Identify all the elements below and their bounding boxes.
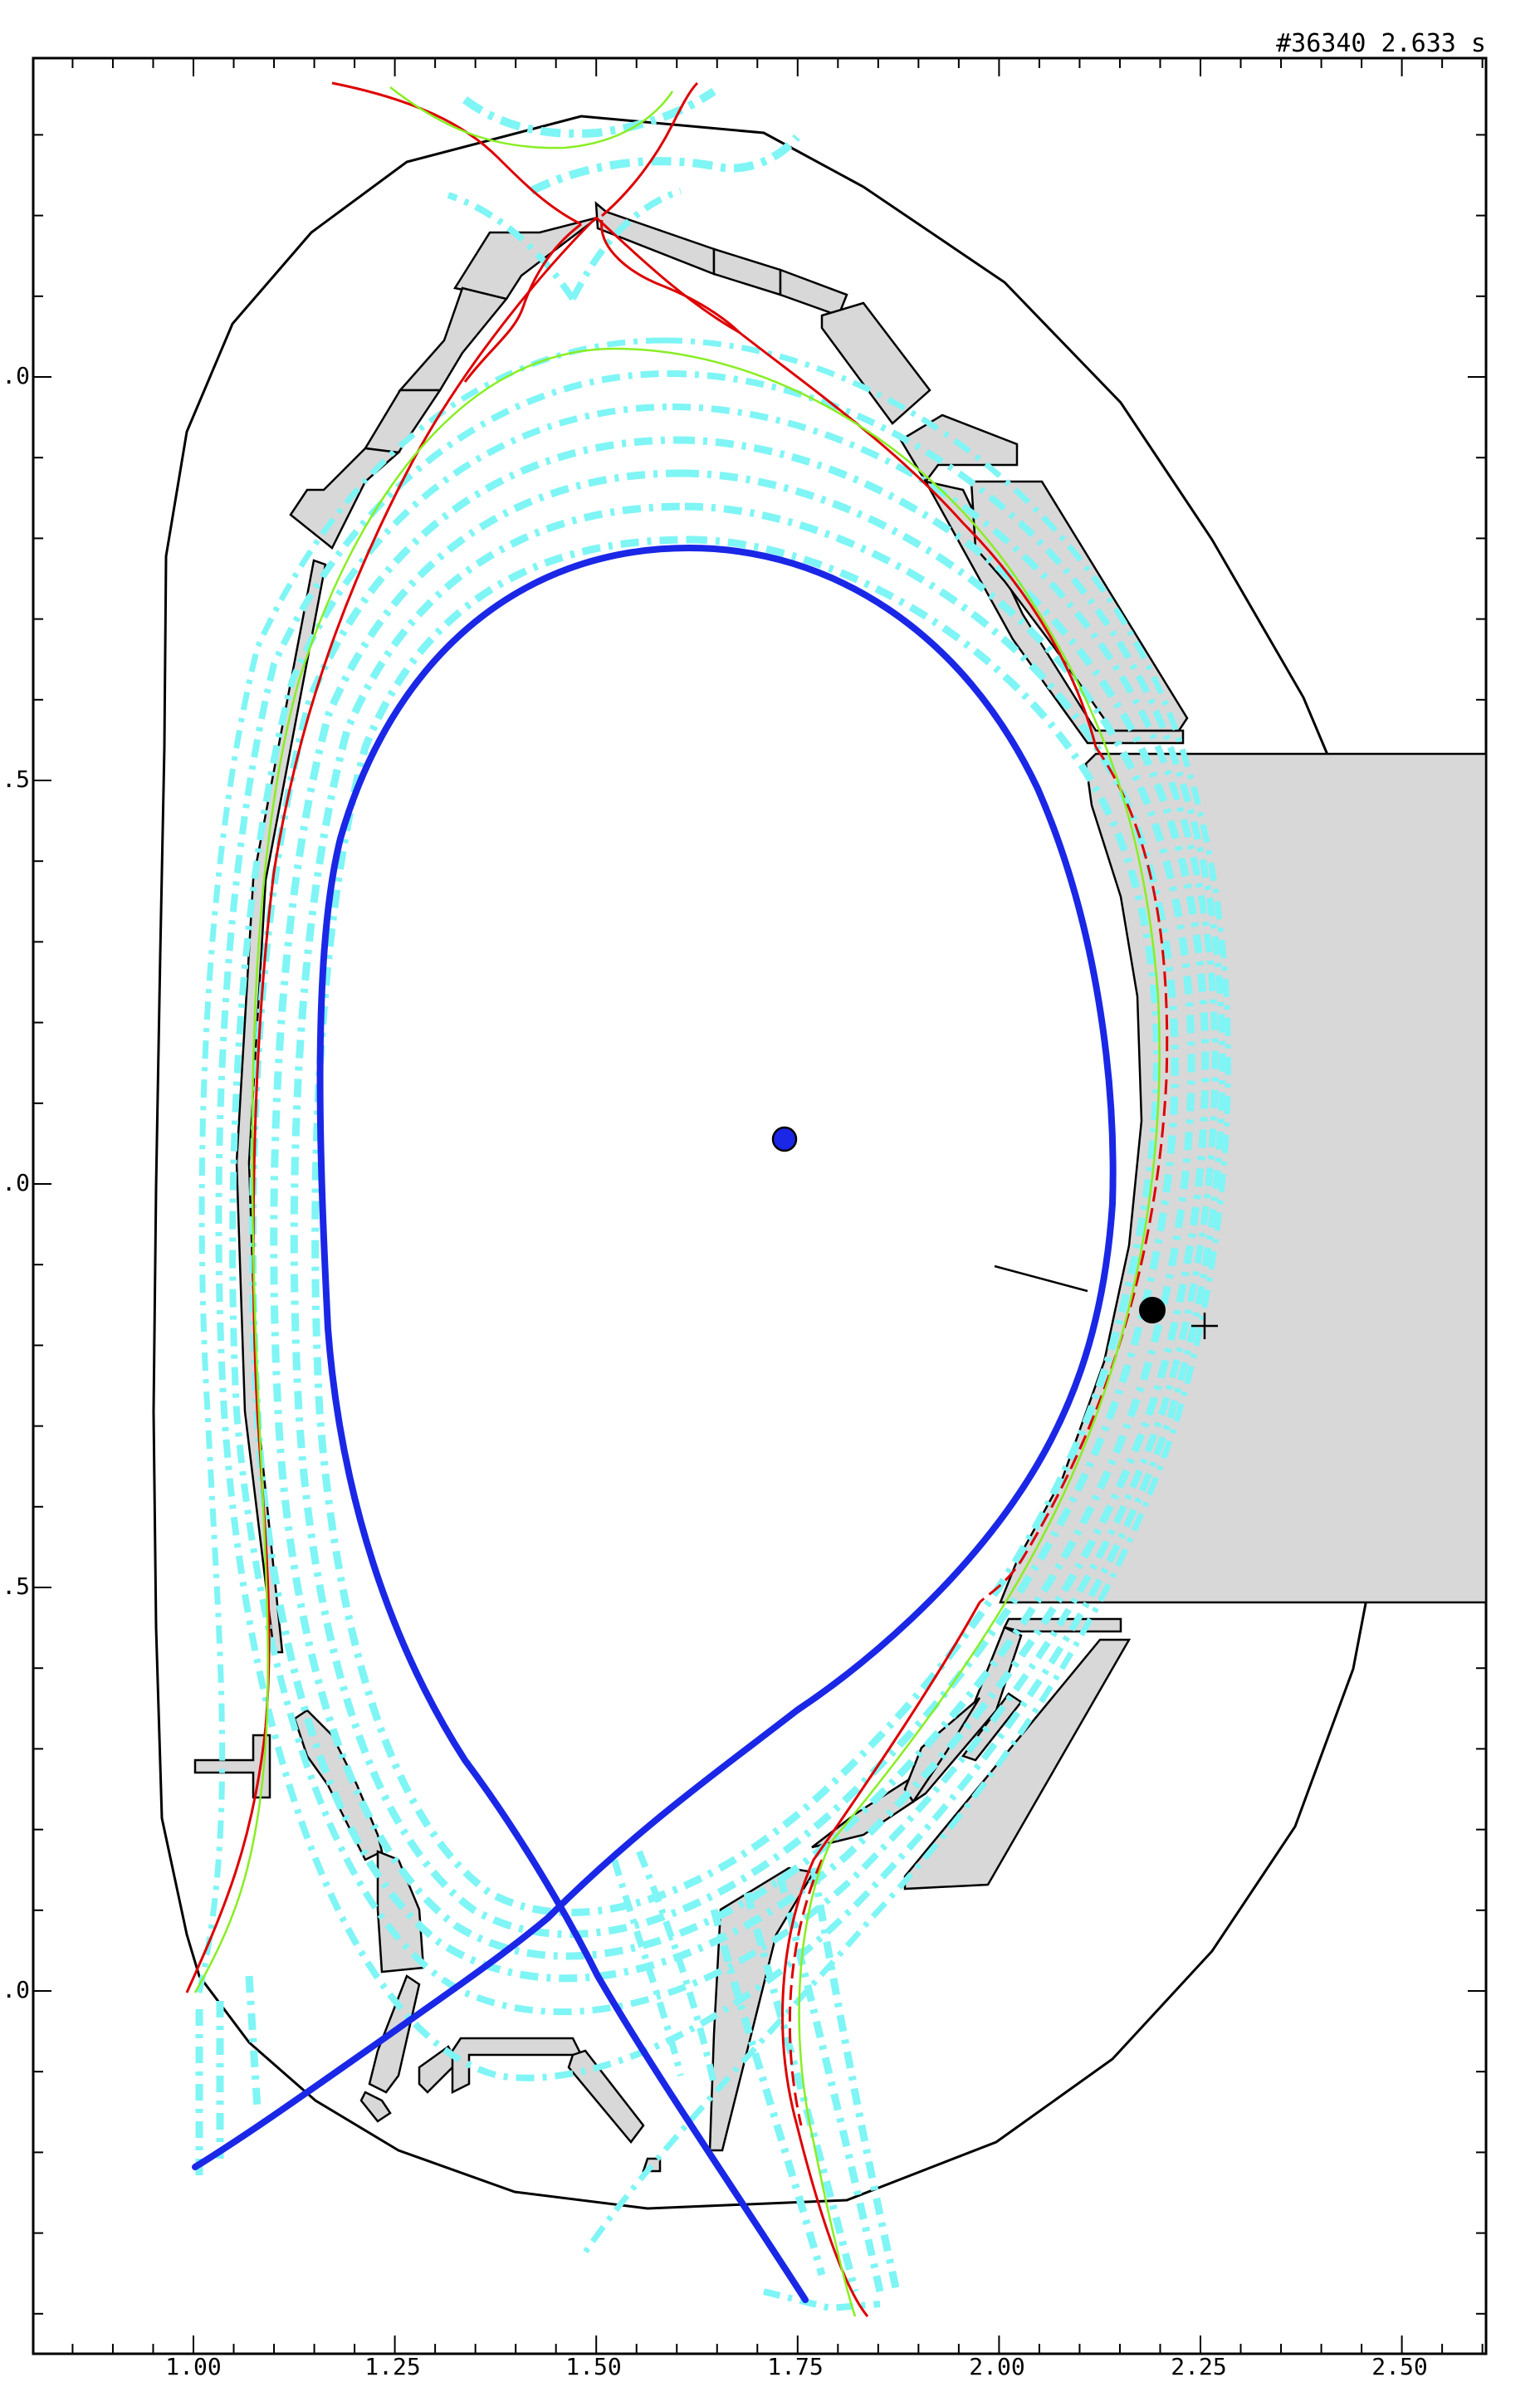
- sol-contour: [462, 87, 716, 138]
- roof-plate: [820, 301, 931, 425]
- roof-plate: [779, 268, 848, 317]
- lcfs-contour: [316, 545, 809, 2303]
- dome-plate: [567, 2049, 645, 2145]
- y-axis-labels: .0 .5 .0 .5 .0: [2, 362, 30, 2003]
- roof-plate: [712, 247, 782, 296]
- sol-contour: [311, 536, 1161, 1917]
- geometric-axis-marker: [1139, 1297, 1166, 1323]
- sol-contour: [229, 403, 1219, 2016]
- sol-contour: [611, 1850, 717, 2085]
- flux-contour: [614, 347, 1161, 2317]
- divertor-tile: [903, 1638, 1132, 1890]
- sol-flux-surfaces: [195, 87, 1231, 2312]
- flux-contour: [193, 347, 615, 1993]
- sol-contour: [710, 1867, 901, 2293]
- separatrix: [185, 81, 1169, 2317]
- separatrix-core: [185, 216, 598, 1993]
- sol-contour: [215, 369, 1226, 2081]
- lcfs-contour: [192, 545, 1117, 2170]
- y-tick-label: .0: [2, 1169, 30, 1196]
- separatrix-core: [788, 1859, 824, 2126]
- inner-wall-strip: [235, 559, 327, 1654]
- x-tick-label: 2.50: [1371, 2353, 1427, 2380]
- sol-contour: [196, 337, 1231, 2260]
- lower-baffle: [193, 1734, 271, 1799]
- machine-components: [193, 201, 1488, 2173]
- x-tick-label: 1.75: [767, 2353, 823, 2380]
- sol-contour: [763, 2288, 881, 2312]
- separatrix-core: [978, 746, 1169, 1604]
- y-tick-label: .5: [2, 1573, 30, 1600]
- separatrix-core: [781, 1602, 981, 2317]
- separatrix-leg: [331, 81, 582, 226]
- x-tick-label: 1.25: [364, 2353, 420, 2380]
- magnetic-axis-marker: [771, 1126, 798, 1152]
- last-closed-flux-surface: [192, 545, 1117, 2303]
- lower-baffle: [359, 2091, 392, 2123]
- roof-plate: [594, 201, 716, 276]
- separatrix-leg: [601, 81, 699, 218]
- upper-baffle: [289, 447, 401, 550]
- reference-cross: [1191, 1313, 1218, 1339]
- vessel-wall: [152, 115, 1421, 2210]
- sol-contour: [195, 1975, 262, 2175]
- x-axis-labels: 1.00 1.25 1.50 1.75 2.00 2.25 2.50: [165, 2353, 1427, 2380]
- x-tick-label: 1.50: [565, 2353, 621, 2380]
- x-tick-label: 2.25: [1171, 2353, 1226, 2380]
- sol-contour: [529, 134, 800, 195]
- y-tick-label: .0: [2, 362, 30, 389]
- green-flux-surface: [193, 86, 1161, 2317]
- separatrix-leg: [600, 219, 741, 334]
- shot-label: #36340 2.633 s: [1276, 29, 1486, 58]
- flux-contour: [389, 86, 674, 149]
- probe-line: [994, 1264, 1088, 1293]
- y-tick-label: .5: [2, 765, 30, 793]
- x-tick-label: 1.00: [165, 2353, 221, 2380]
- separatrix-core: [594, 216, 1098, 748]
- y-tick-label: .0: [2, 1976, 30, 2003]
- separatrix-leg: [463, 223, 582, 383]
- outboard-block: [999, 752, 1488, 1604]
- dome-plate: [451, 2037, 584, 2095]
- sol-contour: [447, 188, 682, 301]
- x-tick-label: 2.00: [969, 2353, 1024, 2380]
- lower-baffle: [418, 2045, 458, 2094]
